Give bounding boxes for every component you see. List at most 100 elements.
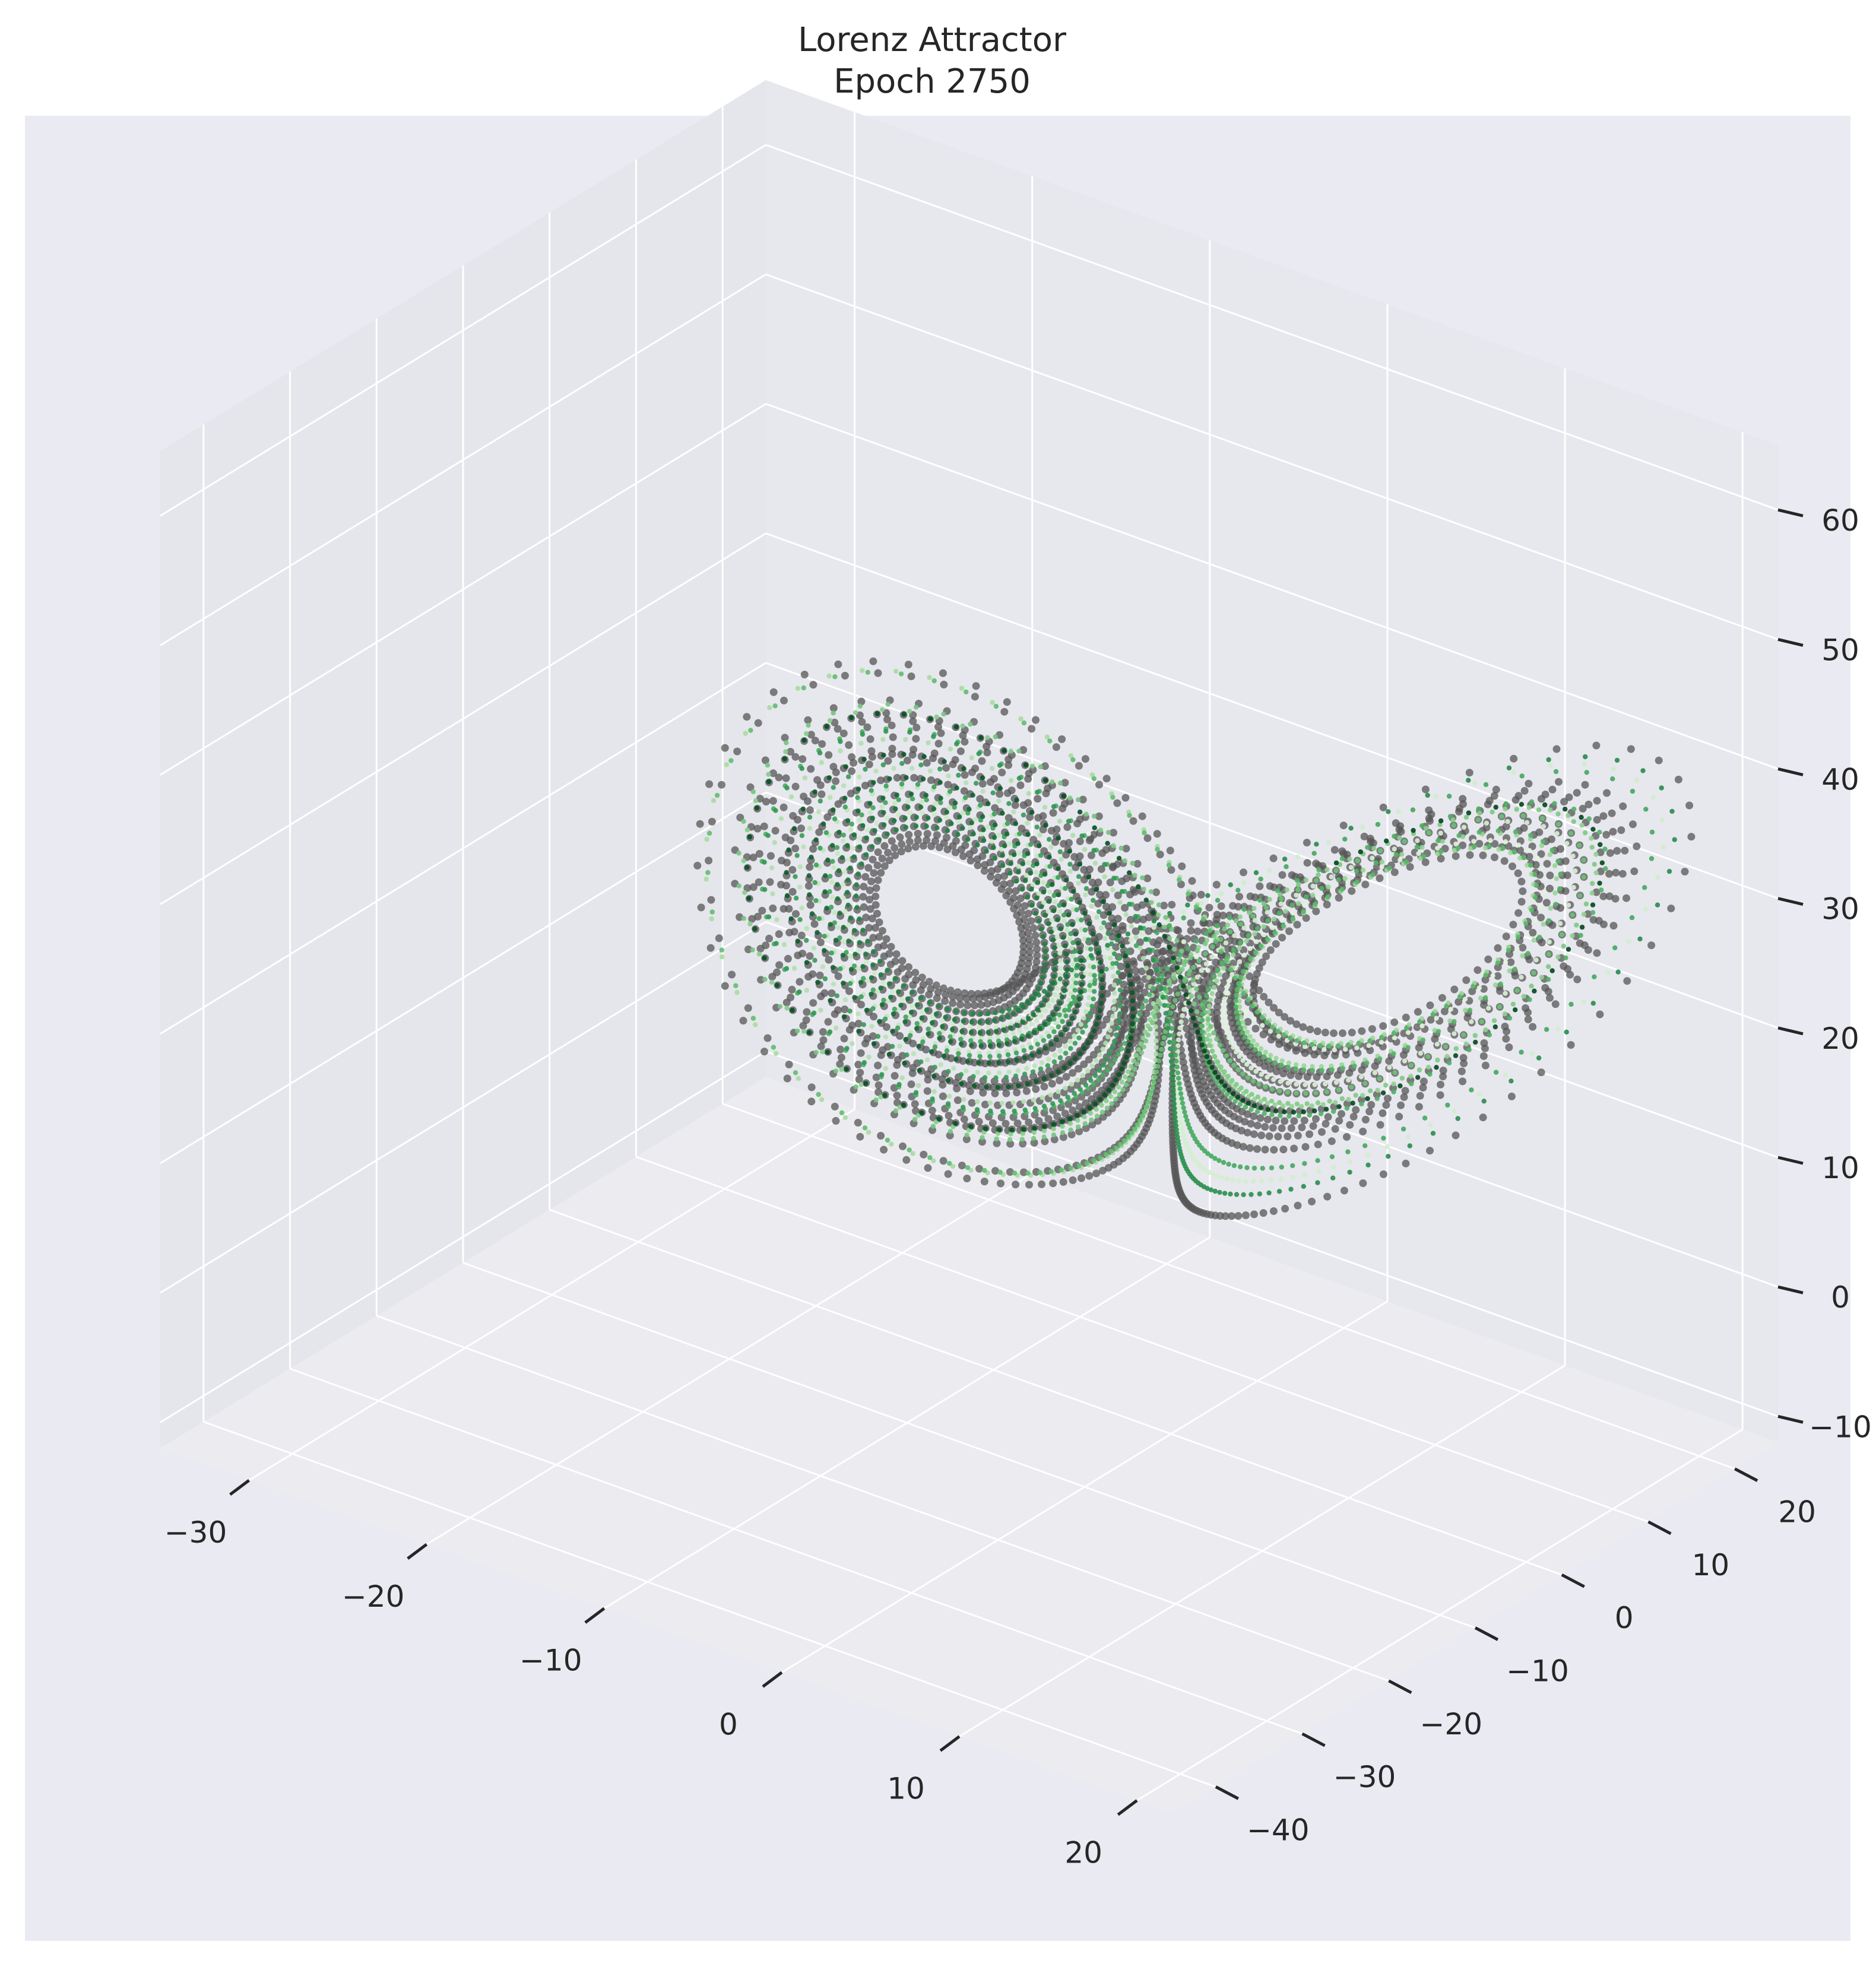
data-point <box>1488 837 1493 843</box>
data-point <box>1070 994 1076 1000</box>
data-point <box>1152 888 1160 896</box>
data-point <box>888 837 896 845</box>
data-point <box>1552 801 1557 806</box>
data-point <box>1215 991 1224 999</box>
data-point <box>1330 846 1339 854</box>
data-point <box>1127 813 1132 818</box>
data-point <box>1556 821 1561 827</box>
data-point <box>960 787 968 795</box>
data-point <box>946 1131 954 1140</box>
data-point <box>1121 794 1130 802</box>
data-point <box>1557 904 1564 912</box>
data-point <box>1333 1071 1342 1079</box>
data-point <box>1117 979 1122 984</box>
data-point <box>1202 999 1208 1005</box>
data-point <box>1030 881 1035 887</box>
data-point <box>834 1025 839 1031</box>
data-point <box>1215 967 1221 973</box>
data-point <box>1262 1084 1268 1090</box>
data-point <box>1049 1179 1057 1188</box>
data-point <box>1232 975 1238 981</box>
data-point <box>981 827 986 833</box>
data-point <box>1402 839 1407 844</box>
data-point <box>1267 1029 1273 1034</box>
data-point <box>1570 912 1575 918</box>
data-point <box>1091 848 1097 853</box>
data-point <box>743 731 749 736</box>
data-point <box>960 826 965 831</box>
data-point <box>1426 830 1432 836</box>
data-point <box>1063 1051 1069 1056</box>
data-point <box>924 1164 932 1172</box>
data-point <box>1013 1119 1022 1128</box>
data-point <box>866 735 874 743</box>
data-point <box>770 891 775 897</box>
data-point <box>841 783 847 789</box>
data-point <box>1011 1011 1016 1017</box>
data-point <box>1253 870 1259 875</box>
data-point <box>840 1035 848 1043</box>
data-point <box>1167 982 1172 988</box>
data-point <box>774 1051 779 1057</box>
data-point <box>1072 1040 1078 1046</box>
data-point <box>1016 869 1021 875</box>
data-point <box>1042 956 1048 961</box>
data-point <box>1213 910 1221 919</box>
data-point <box>869 1023 874 1029</box>
data-point <box>1008 1131 1013 1137</box>
data-point <box>855 711 864 719</box>
data-point <box>1006 1140 1015 1148</box>
data-point <box>927 675 932 680</box>
data-point <box>1405 1030 1411 1035</box>
data-point <box>1118 922 1127 930</box>
data-point <box>1233 1004 1239 1010</box>
data-point <box>1053 960 1058 966</box>
data-point <box>1212 881 1221 889</box>
data-point <box>1265 1100 1270 1106</box>
data-point <box>926 1031 931 1037</box>
data-point <box>1140 875 1145 881</box>
data-point <box>1112 1057 1118 1062</box>
data-point <box>1581 912 1587 917</box>
data-point <box>1415 838 1420 843</box>
data-point <box>1120 1006 1129 1014</box>
data-point <box>1217 1042 1222 1048</box>
data-point <box>1201 1005 1206 1011</box>
data-point <box>927 1000 933 1005</box>
data-point <box>914 1026 920 1031</box>
data-point <box>903 824 909 830</box>
data-point <box>1147 947 1152 953</box>
data-point <box>1075 1027 1080 1033</box>
data-point <box>1260 1062 1269 1070</box>
data-point <box>1487 1032 1492 1038</box>
data-point <box>969 755 975 761</box>
data-point <box>1244 1018 1252 1026</box>
data-point <box>895 1025 901 1031</box>
data-point <box>1007 855 1013 861</box>
data-point <box>832 910 837 915</box>
data-point <box>980 788 985 794</box>
data-point <box>1344 1105 1350 1111</box>
data-point <box>993 822 998 828</box>
data-point <box>793 874 798 880</box>
data-point <box>1013 1050 1019 1056</box>
data-point <box>902 1019 908 1024</box>
data-point <box>1156 902 1162 908</box>
gridline <box>765 403 1779 770</box>
data-point <box>1540 839 1546 844</box>
data-point <box>1399 852 1405 857</box>
data-point <box>1234 1081 1239 1087</box>
data-point <box>1141 1044 1146 1049</box>
data-point <box>1590 1001 1596 1006</box>
data-point <box>1547 835 1555 843</box>
data-point <box>1135 985 1143 993</box>
data-point <box>1303 877 1309 883</box>
data-point <box>1028 1045 1034 1051</box>
data-point <box>892 1007 898 1012</box>
data-point <box>858 718 866 726</box>
data-point <box>933 831 941 839</box>
data-point <box>819 1036 828 1044</box>
data-point <box>1183 959 1189 965</box>
data-point <box>788 888 797 896</box>
data-point <box>1153 830 1161 838</box>
